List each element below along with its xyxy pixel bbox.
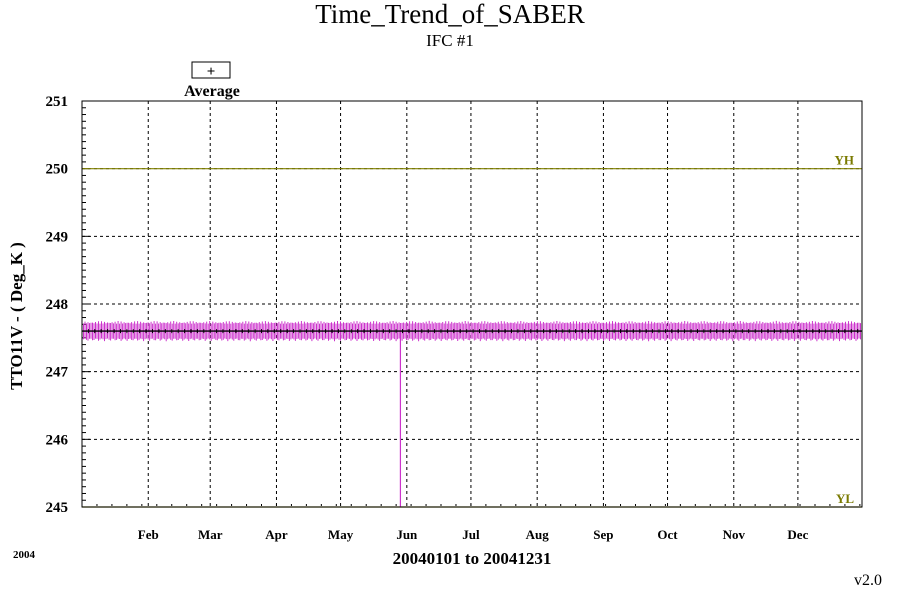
legend: + Average (184, 61, 240, 100)
version-label: v2.0 (854, 572, 882, 589)
y-tick-label: 251 (46, 94, 69, 110)
y-tick-label: 245 (46, 500, 69, 516)
limit-label-yl: YL (836, 491, 854, 506)
y-tick-label: 250 (46, 162, 69, 178)
chart-subtitle: IFC #1 (426, 31, 474, 50)
legend-box (191, 61, 231, 79)
chart-title: Time_Trend_of_SABER (315, 0, 585, 29)
legend-symbol: + (207, 64, 216, 80)
x-tick-label: Dec (787, 527, 808, 542)
year-label: 2004 (13, 549, 36, 561)
x-tick-label: Aug (526, 527, 550, 542)
x-tick-label: Sep (593, 527, 613, 542)
x-tick-label: Jun (396, 527, 418, 542)
x-tick-label: Apr (265, 527, 288, 542)
x-tick-label: Nov (723, 527, 746, 542)
y-tick-label: 246 (46, 432, 69, 448)
y-tick-label: 247 (46, 365, 69, 381)
plot-frame (81, 100, 863, 508)
x-tick-label: Feb (138, 527, 159, 542)
plot-area: 245 246 247 248 249 250 251 Feb Mar Apr May Jun Jul A… (46, 94, 863, 542)
y-axis-label: TTO11V - ( Deg_K ) (7, 242, 26, 390)
legend-label: Average (184, 83, 240, 100)
y-tick-label: 248 (46, 297, 69, 313)
x-tick-label: Mar (198, 527, 223, 542)
y-tick-label: 249 (46, 229, 69, 245)
x-tick-label: Oct (657, 527, 678, 542)
x-tick-label: Jul (462, 527, 480, 542)
limit-label-yh: YH (835, 153, 855, 168)
x-axis-label: 20040101 to 20041231 (393, 549, 552, 568)
x-tick-label: May (328, 527, 354, 542)
